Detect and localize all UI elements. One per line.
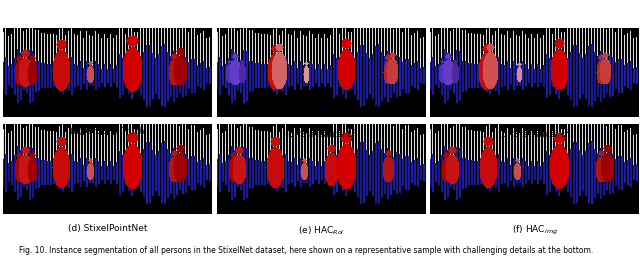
Text: (b) Statistical $L^1$: (b) Statistical $L^1$	[284, 127, 358, 141]
Text: Fig. 10. Instance segmentation of all persons in the StixelNet dataset, here sho: Fig. 10. Instance segmentation of all pe…	[19, 247, 593, 255]
Text: (a) Ground Truth: (a) Ground Truth	[70, 127, 145, 137]
Text: (d) StixelPointNet: (d) StixelPointNet	[68, 224, 147, 233]
Text: (c) Statistical $L^2$: (c) Statistical $L^2$	[498, 127, 571, 141]
Text: (f) HAC$_{img}$: (f) HAC$_{img}$	[511, 224, 557, 237]
Text: (e) HAC$_{RoI}$: (e) HAC$_{RoI}$	[298, 224, 344, 237]
